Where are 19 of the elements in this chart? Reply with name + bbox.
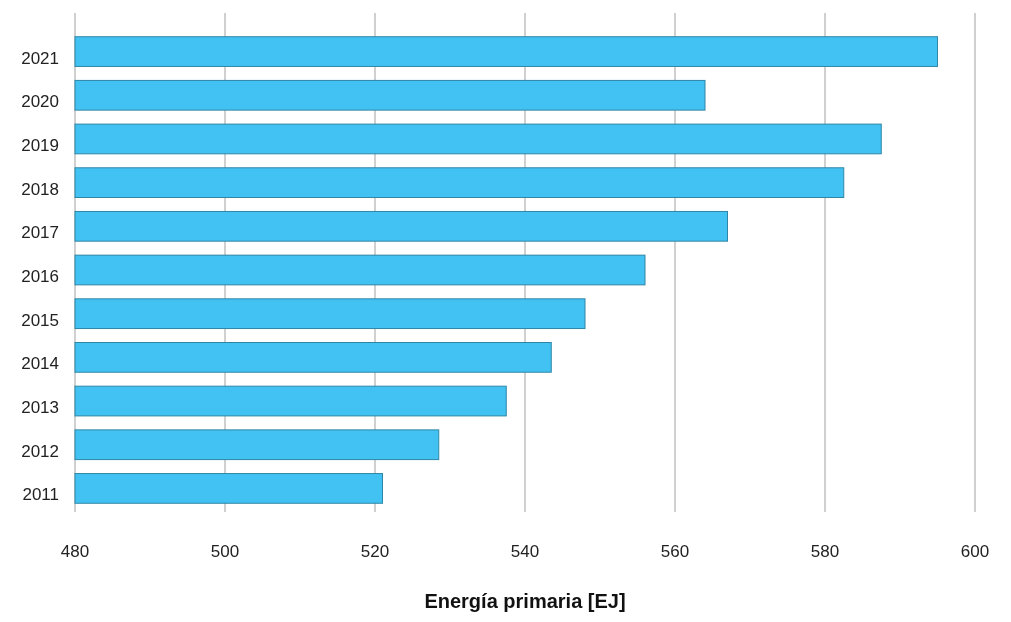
y-tick-label: 2014 xyxy=(21,354,59,374)
y-tick-label: 2015 xyxy=(21,310,59,330)
y-tick-label: 2016 xyxy=(21,267,59,286)
y-tick-label: 2018 xyxy=(21,179,59,199)
y-tick-label: 2020 xyxy=(21,92,59,112)
x-tick-label: 520 xyxy=(360,542,390,561)
x-tick-label: 480 xyxy=(60,542,90,561)
x-tick-label: 540 xyxy=(510,542,540,561)
y-tick-label: 2019 xyxy=(21,135,59,155)
x-axis-title: Energía primaria [EJ] xyxy=(424,590,626,612)
y-tick-label: 2011 xyxy=(22,485,59,505)
y-tick-label: 2012 xyxy=(21,441,59,461)
y-tick-label: 2017 xyxy=(21,223,59,243)
x-tick-label: 560 xyxy=(660,542,690,561)
x-tick-label: 500 xyxy=(210,542,240,561)
y-tick-label: 2021 xyxy=(21,48,59,68)
x-tick-label: 580 xyxy=(810,542,840,561)
y-tick-label: 2013 xyxy=(21,398,59,418)
x-tick-label: 600 xyxy=(960,542,990,561)
